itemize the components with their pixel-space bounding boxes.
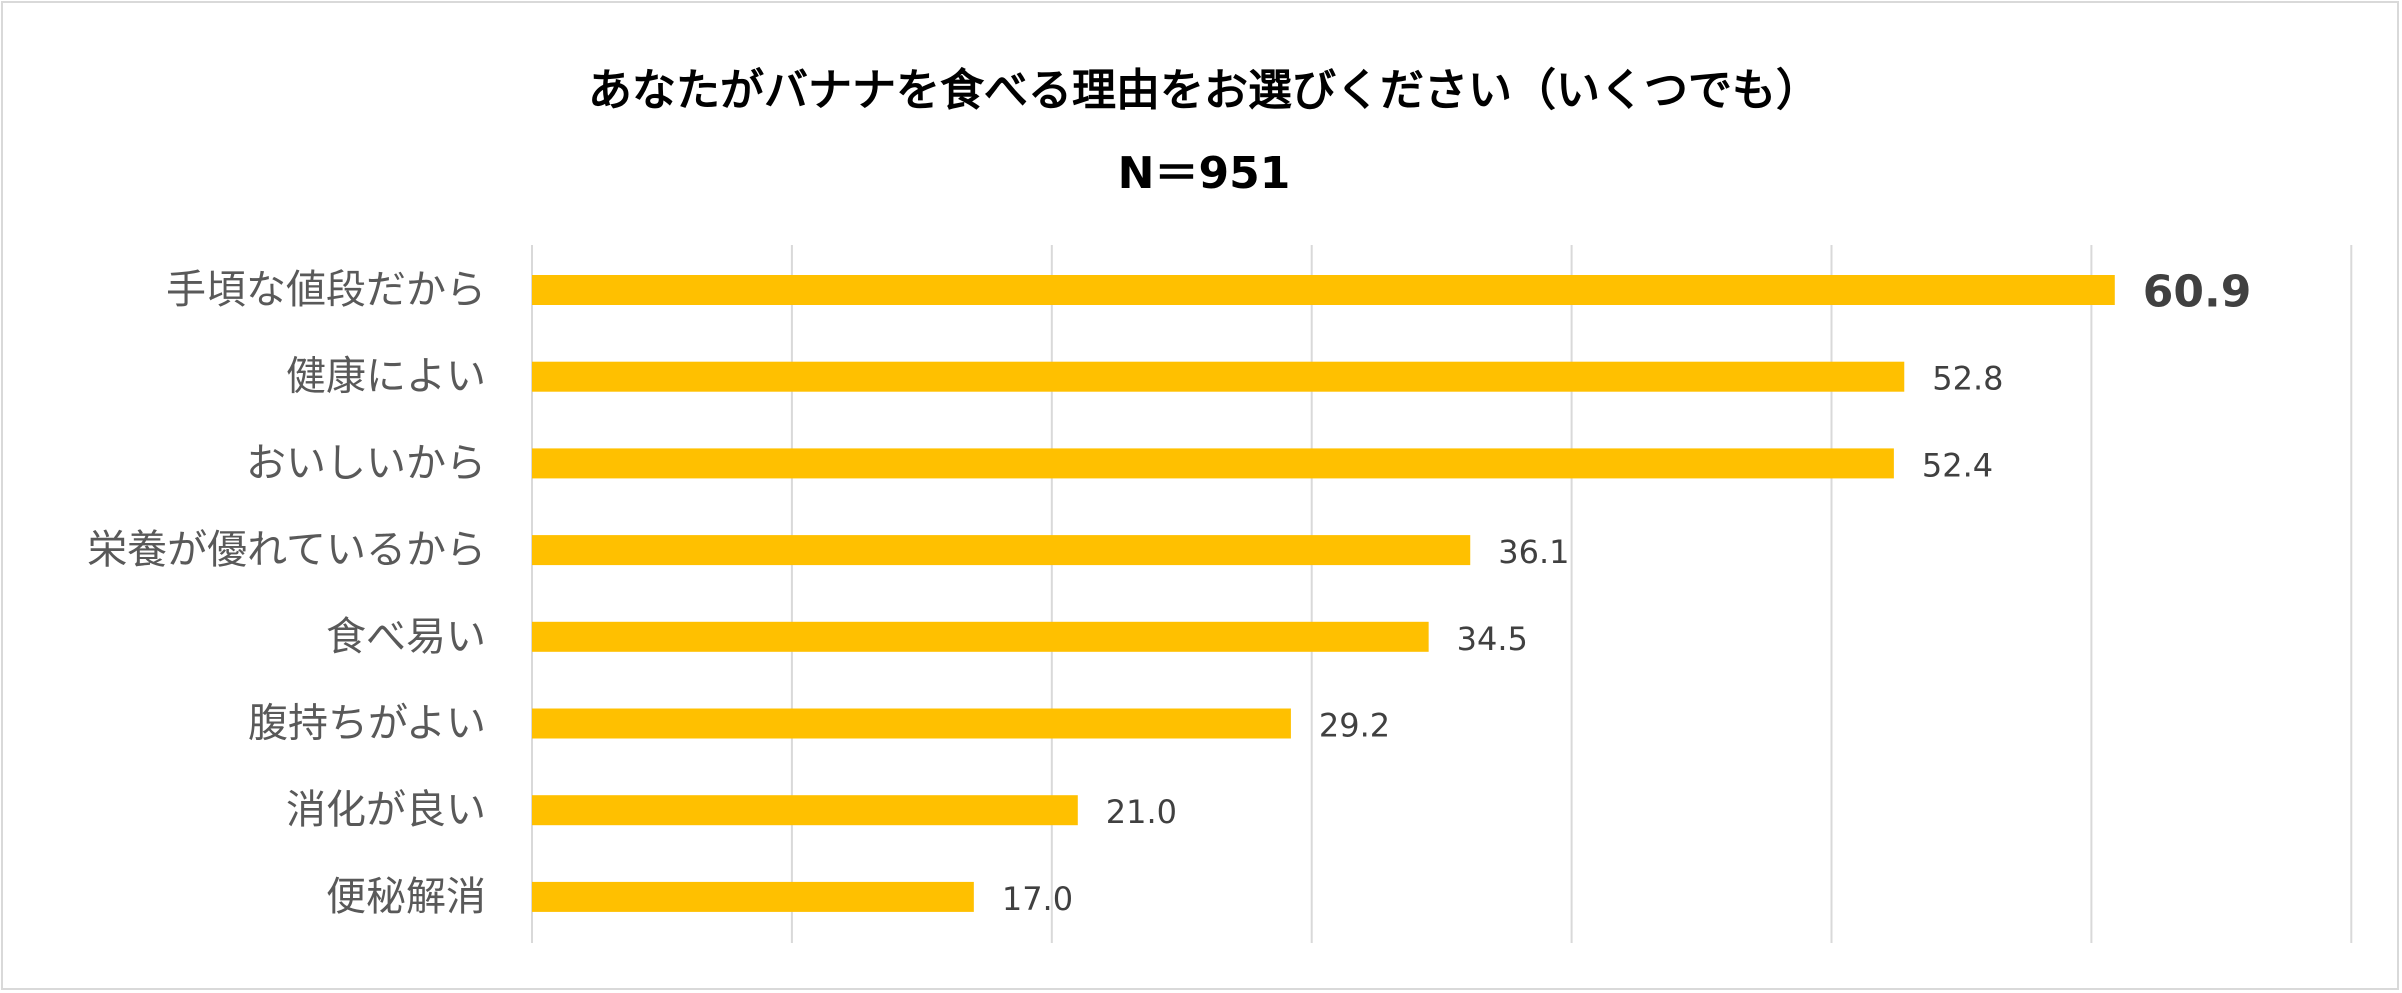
value-label-2: 52.4 (1922, 446, 1993, 484)
bar-7 (532, 881, 974, 912)
chart-title: あなたがバナナを食べる理由をお選びください（いくつでも） (588, 65, 1820, 116)
category-label-1: 健康によい (286, 354, 486, 400)
category-label-0: 手頃な値段だから (166, 267, 486, 313)
value-label-4: 34.5 (1457, 620, 1528, 658)
category-labels: 手頃な値段だから健康によいおいしいから栄養が優れているから食べ易い腹持ちがよい消… (87, 267, 486, 920)
value-labels: 60.9 52.8 52.4 36.1 34.5 29.2 21.0 17.0 (1002, 267, 2252, 918)
bar-4 (532, 621, 1429, 652)
value-label-0: 60.9 (2143, 267, 2252, 318)
gridlines (531, 245, 2353, 943)
value-label-6: 21.0 (1106, 793, 1177, 831)
category-label-2: おいしいから (246, 440, 486, 486)
chart-subtitle: N＝951 (1117, 148, 1291, 199)
value-label-1: 52.8 (1932, 360, 2003, 398)
category-label-5: 腹持ちがよい (248, 701, 486, 747)
bars (532, 275, 2115, 912)
value-label-3: 36.1 (1498, 533, 1569, 571)
bar-1 (532, 361, 1905, 392)
category-label-6: 消化が良い (286, 787, 486, 833)
bar-3 (532, 535, 1471, 566)
value-label-7: 17.0 (1002, 880, 1073, 918)
bar-2 (532, 448, 1894, 479)
value-label-5: 29.2 (1319, 707, 1390, 745)
category-label-7: 便秘解消 (326, 874, 486, 920)
category-label-3: 栄養が優れているから (87, 527, 486, 573)
bar-5 (532, 708, 1291, 739)
bar-0 (532, 275, 2115, 305)
bar-6 (532, 795, 1078, 826)
category-label-4: 食べ易い (326, 614, 486, 660)
